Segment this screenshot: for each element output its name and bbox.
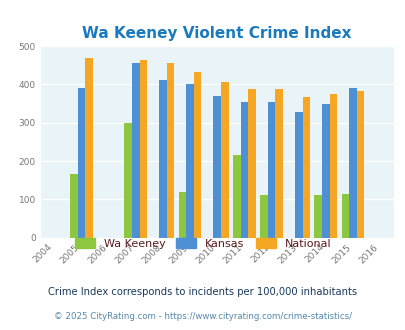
Bar — [178, 192, 186, 238]
Bar — [213, 96, 220, 238]
Text: © 2025 CityRating.com - https://www.cityrating.com/crime-statistics/: © 2025 CityRating.com - https://www.city… — [54, 312, 351, 321]
Legend: Wa Keeney, Kansas, National: Wa Keeney, Kansas, National — [70, 234, 335, 253]
Bar — [77, 88, 85, 238]
Bar — [124, 123, 132, 238]
Bar — [247, 89, 255, 238]
Bar — [314, 195, 321, 238]
Bar — [193, 72, 201, 238]
Bar — [329, 94, 337, 238]
Bar — [166, 63, 174, 238]
Bar — [275, 89, 282, 238]
Title: Wa Keeney Violent Crime Index: Wa Keeney Violent Crime Index — [82, 26, 351, 41]
Bar — [302, 97, 309, 238]
Bar — [267, 102, 275, 238]
Bar — [132, 63, 139, 238]
Bar — [348, 88, 356, 238]
Bar — [85, 58, 92, 238]
Bar — [70, 175, 77, 238]
Bar — [321, 104, 329, 238]
Bar — [240, 102, 247, 238]
Bar — [260, 195, 267, 238]
Text: Crime Index corresponds to incidents per 100,000 inhabitants: Crime Index corresponds to incidents per… — [48, 287, 357, 297]
Bar — [232, 155, 240, 238]
Bar — [159, 80, 166, 238]
Bar — [139, 60, 147, 238]
Bar — [220, 82, 228, 238]
Bar — [356, 91, 364, 238]
Bar — [186, 84, 193, 238]
Bar — [294, 112, 302, 238]
Bar — [341, 194, 348, 238]
